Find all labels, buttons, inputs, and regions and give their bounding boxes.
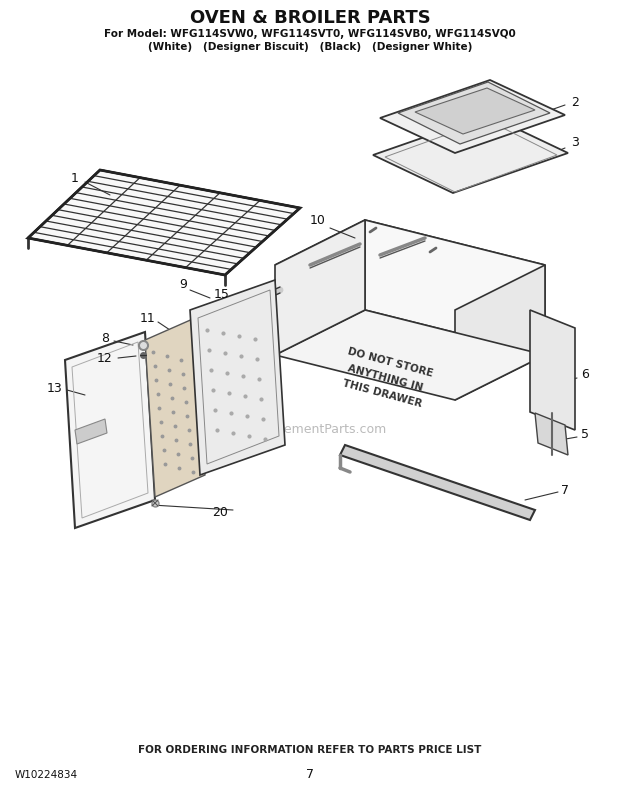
Text: 7: 7	[306, 768, 314, 781]
Text: 8: 8	[101, 331, 109, 345]
Polygon shape	[275, 220, 365, 355]
Polygon shape	[530, 310, 575, 430]
Polygon shape	[190, 280, 285, 475]
Polygon shape	[28, 170, 300, 275]
Text: DO NOT STORE: DO NOT STORE	[346, 346, 434, 379]
Text: OVEN & BROILER PARTS: OVEN & BROILER PARTS	[190, 9, 430, 27]
Polygon shape	[275, 220, 545, 310]
Polygon shape	[398, 82, 550, 144]
Text: 5: 5	[581, 428, 589, 441]
Polygon shape	[455, 265, 545, 400]
Polygon shape	[65, 332, 155, 528]
Text: 6: 6	[581, 368, 589, 382]
Text: 15: 15	[214, 289, 230, 302]
Text: 12: 12	[97, 351, 113, 364]
Text: 11: 11	[140, 311, 156, 325]
Text: 1: 1	[71, 172, 79, 184]
Text: 2: 2	[571, 95, 579, 108]
Text: 7: 7	[561, 484, 569, 496]
Polygon shape	[275, 310, 545, 400]
Text: 13: 13	[47, 382, 63, 395]
Text: 3: 3	[571, 136, 579, 149]
Text: THIS DRAWER: THIS DRAWER	[341, 379, 423, 409]
Text: eReplacementParts.com: eReplacementParts.com	[234, 423, 386, 436]
Text: 10: 10	[310, 213, 326, 226]
Polygon shape	[340, 445, 535, 520]
Polygon shape	[145, 318, 205, 497]
Text: 20: 20	[212, 505, 228, 519]
Polygon shape	[365, 220, 545, 355]
Polygon shape	[535, 413, 568, 455]
Text: (White)   (Designer Biscuit)   (Black)   (Designer White): (White) (Designer Biscuit) (Black) (Desi…	[148, 42, 472, 52]
Polygon shape	[75, 419, 107, 444]
Text: ANYTHING IN: ANYTHING IN	[347, 363, 423, 393]
Text: W10224834: W10224834	[15, 770, 78, 780]
Polygon shape	[380, 80, 565, 153]
Text: For Model: WFG114SVW0, WFG114SVT0, WFG114SVB0, WFG114SVQ0: For Model: WFG114SVW0, WFG114SVT0, WFG11…	[104, 29, 516, 39]
Polygon shape	[415, 88, 535, 134]
Text: 9: 9	[179, 278, 187, 291]
Text: FOR ORDERING INFORMATION REFER TO PARTS PRICE LIST: FOR ORDERING INFORMATION REFER TO PARTS …	[138, 745, 482, 755]
Polygon shape	[373, 115, 568, 193]
